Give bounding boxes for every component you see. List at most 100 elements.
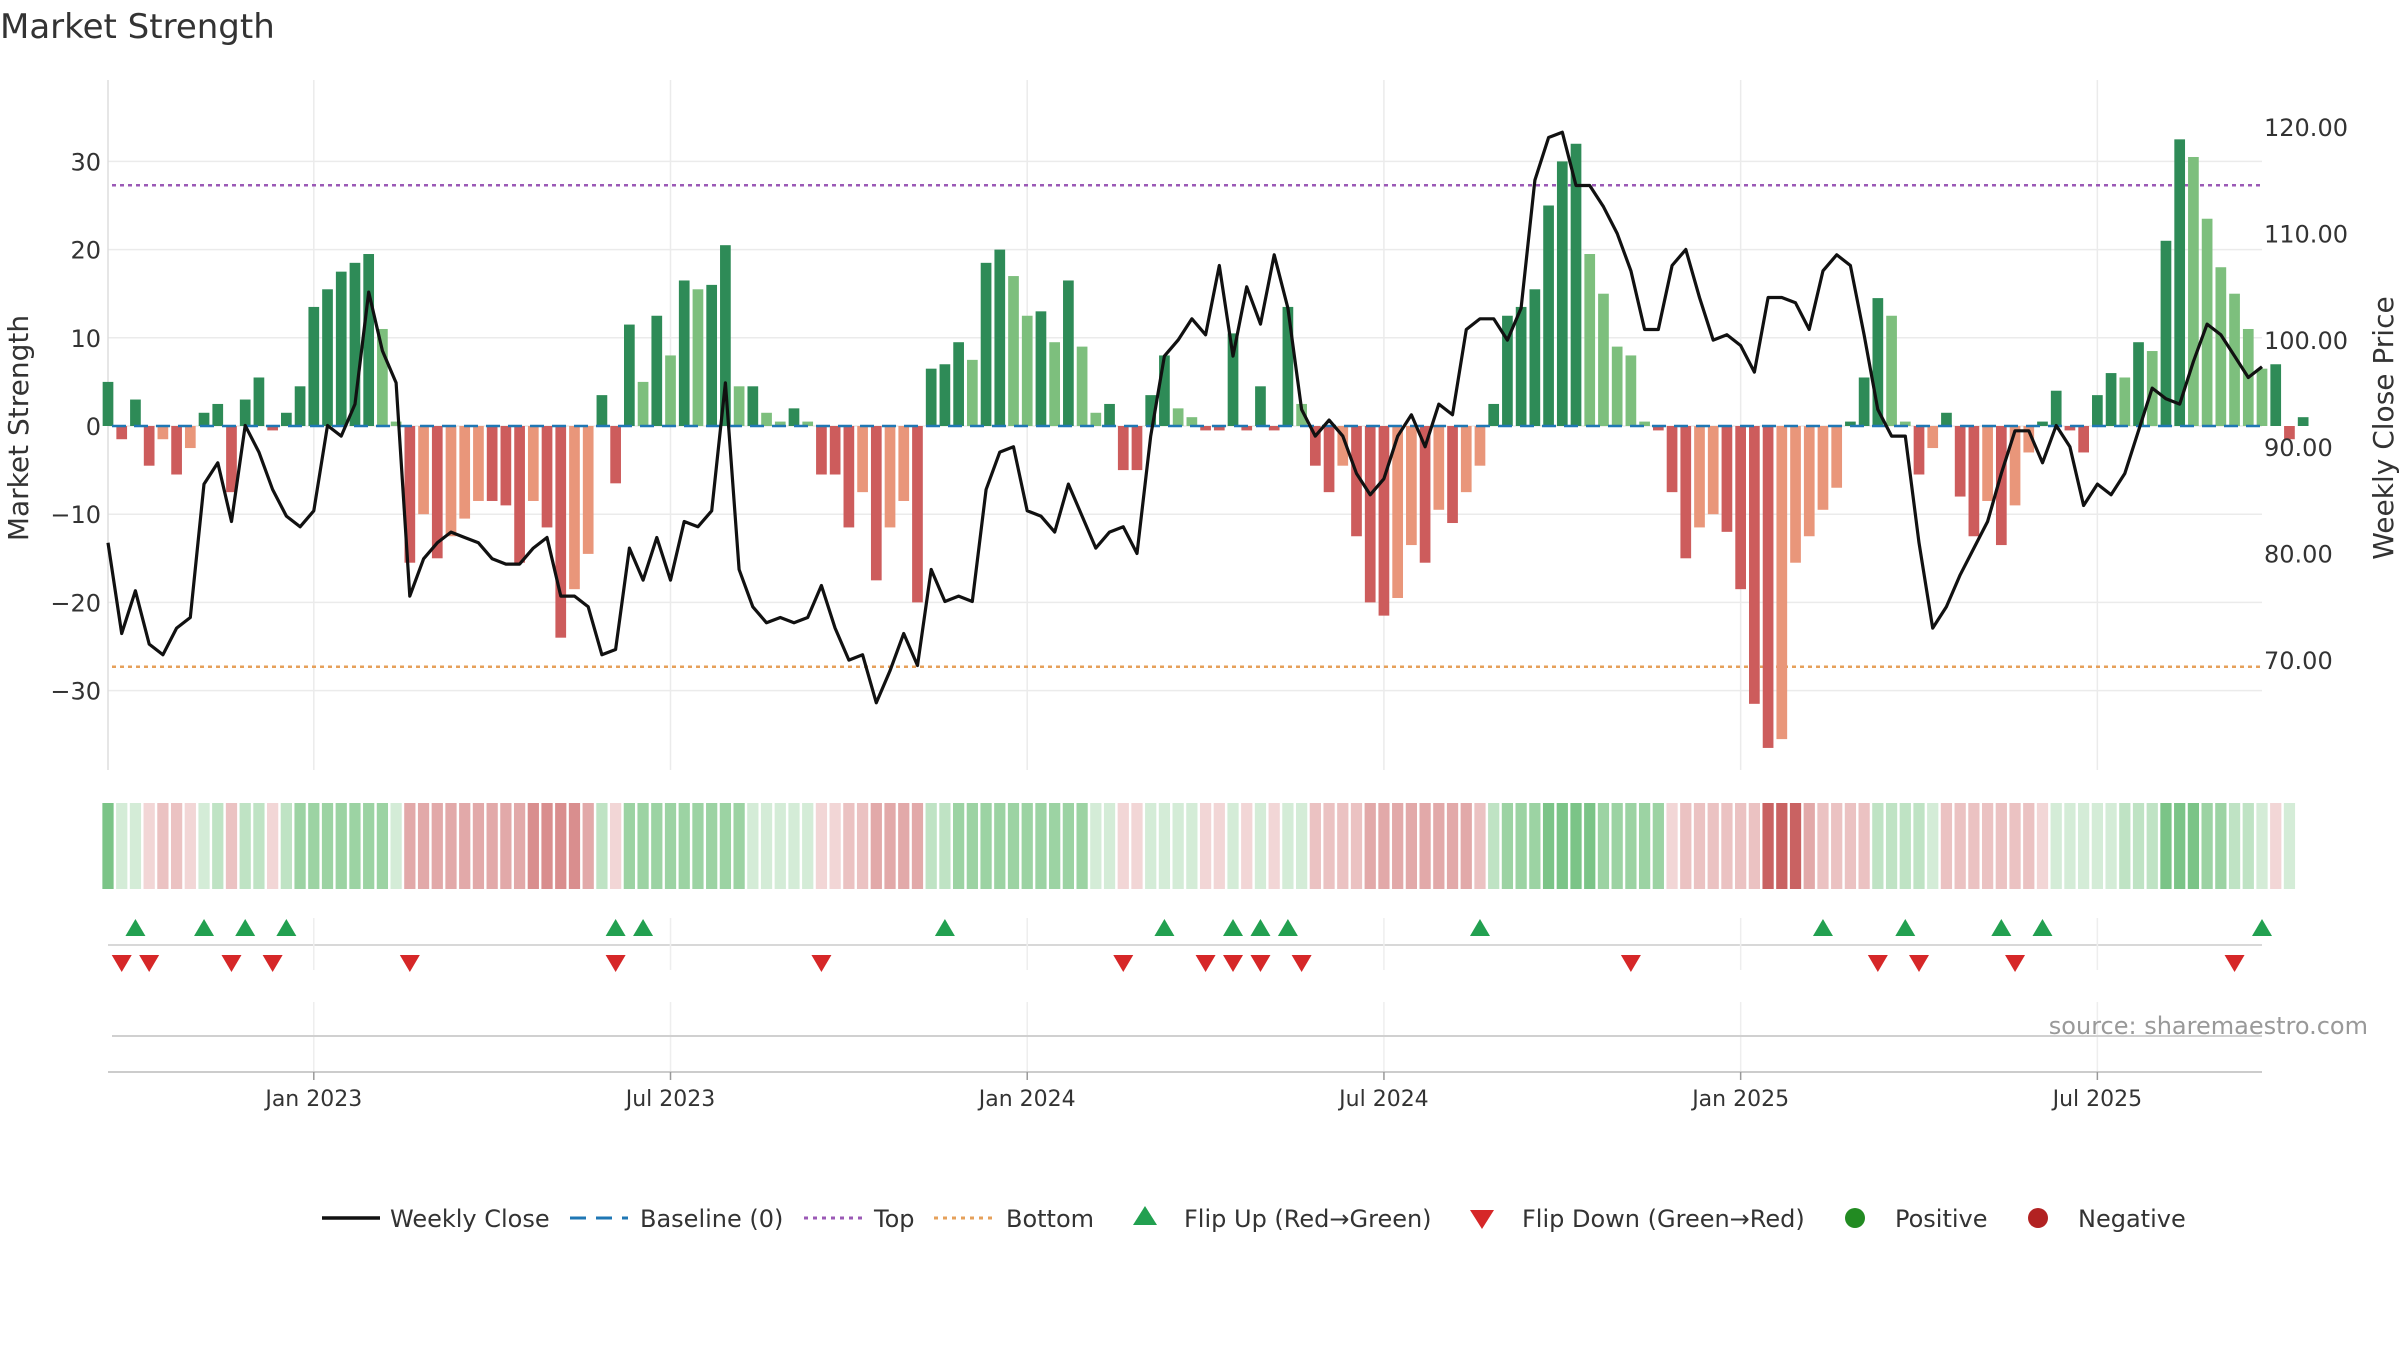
strip-cell [294, 803, 306, 889]
strip-cell [2201, 803, 2213, 889]
strength-bar [706, 284, 718, 426]
strip-cell [884, 803, 896, 889]
strength-bar [761, 412, 772, 426]
strip-cell [2064, 803, 2076, 889]
strip-cell [1885, 803, 1898, 889]
right-tick-label: 110.00 [2264, 220, 2348, 248]
strength-bar [2270, 364, 2282, 426]
strength-bar [1666, 426, 1678, 493]
strength-bar [1886, 315, 1897, 426]
strip-cell [637, 803, 649, 889]
flip-down-marker [1620, 955, 1641, 972]
strip-cell [2009, 803, 2021, 889]
strength-bar [171, 426, 182, 475]
strip-cell [2160, 803, 2172, 889]
strength-bar [1954, 426, 1966, 497]
strength-bar [1831, 426, 1843, 488]
strength-bar [143, 426, 155, 466]
strip-cell [349, 803, 361, 889]
strip-cell [2105, 803, 2117, 889]
strip-cell [2050, 803, 2062, 889]
strip-cell [472, 803, 485, 889]
strip-cell [1145, 803, 1157, 889]
strip-cell [184, 803, 196, 889]
strength-bar [2160, 240, 2172, 426]
strength-bar [2174, 139, 2186, 426]
strength-bar [843, 426, 855, 528]
strength-bar [2284, 426, 2295, 440]
flip-down-marker [1223, 955, 1244, 972]
strip-cell [308, 803, 320, 889]
strip-cell [1117, 803, 1129, 889]
strength-bar [1337, 426, 1349, 466]
strength-bar [610, 426, 621, 484]
flip-up-marker [125, 919, 146, 936]
strip-cell [445, 803, 457, 889]
strength-bar [1899, 421, 1911, 426]
strip-cell [1501, 803, 1514, 889]
strip-cell [1995, 803, 2007, 889]
strip-cell [1721, 803, 1733, 889]
strength-bar [1474, 426, 1486, 466]
strength-bar [884, 426, 896, 528]
flip-down-marker [139, 955, 160, 972]
source-watermark: source: sharemaestro.com [2049, 1012, 2368, 1040]
strip-cell [321, 803, 334, 889]
strip-cell [376, 803, 389, 889]
strip-cell [1803, 803, 1815, 889]
left-tick-label: 20 [70, 237, 101, 265]
strength-bar [1035, 311, 1047, 426]
legend-label: Negative [2078, 1205, 2186, 1233]
strip-cell [1858, 803, 1870, 889]
strip-cell [1968, 803, 1980, 889]
legend-flip-down-icon [1470, 1210, 1494, 1229]
strip-cell [1309, 803, 1321, 889]
strip-cell [2091, 803, 2103, 889]
strip-cell [1337, 803, 1349, 889]
x-tick-label: Jul 2024 [1337, 1087, 1429, 1112]
strip-cell [939, 803, 951, 889]
strip-cell [1350, 803, 1363, 889]
flip-down-marker [262, 955, 283, 972]
strength-bar [678, 280, 690, 426]
legend-positive-icon [1845, 1208, 1865, 1228]
strength-bar [665, 355, 676, 426]
strength-bar [1131, 426, 1143, 471]
strength-bar [555, 426, 567, 638]
weekly-close-line-group [106, 130, 2263, 705]
strip-cell [829, 803, 841, 889]
flip-down-marker [1195, 955, 1216, 972]
strip-cell [2187, 803, 2200, 889]
strength-bar [335, 271, 347, 426]
strength-bar [966, 359, 978, 426]
strip-cell [1186, 803, 1198, 889]
strip-cell [1131, 803, 1143, 889]
strip-cell [1625, 803, 1637, 889]
flip-down-marker [111, 955, 132, 972]
strength-bar [569, 426, 580, 590]
left-tick-label: 0 [86, 413, 101, 441]
strength-bar [1296, 403, 1307, 426]
strength-bar [994, 249, 1006, 426]
strip-cell [664, 803, 677, 889]
threshold-lines [112, 183, 2262, 669]
strip-cell [651, 803, 663, 889]
strip-cell [212, 803, 224, 889]
flip-up-marker [605, 919, 626, 936]
strength-bar [1584, 254, 1596, 426]
strength-bar [2092, 395, 2103, 426]
strength-bar [720, 245, 731, 426]
strength-bar [1570, 143, 1582, 426]
strip-cell [363, 803, 375, 889]
strength-bar [582, 426, 594, 554]
strength-bar [2105, 373, 2117, 426]
strip-cell [431, 803, 443, 889]
strip-cell [788, 803, 800, 889]
x-tick-label: Jan 2025 [1690, 1087, 1789, 1112]
strip-cell [500, 803, 512, 889]
strip-cell [1789, 803, 1802, 889]
strip-cell [2132, 803, 2145, 889]
strength-bar [226, 426, 237, 493]
strength-bar [1309, 426, 1321, 466]
strength-bar [1049, 342, 1061, 426]
